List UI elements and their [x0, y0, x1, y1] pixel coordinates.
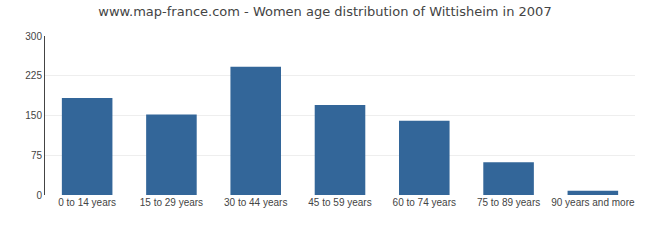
svg-text:90 years and more: 90 years and more [551, 197, 635, 208]
svg-text:75: 75 [31, 150, 43, 161]
svg-text:150: 150 [25, 110, 42, 121]
svg-text:300: 300 [25, 31, 42, 42]
svg-text:225: 225 [25, 70, 42, 81]
svg-text:0: 0 [36, 190, 42, 201]
svg-text:30 to 44 years: 30 to 44 years [224, 197, 287, 208]
svg-text:15 to 29 years: 15 to 29 years [140, 197, 203, 208]
svg-text:60 to 74 years: 60 to 74 years [393, 197, 456, 208]
svg-text:75 to 89 years: 75 to 89 years [477, 197, 540, 208]
svg-text:www.map-france.com - Women age: www.map-france.com - Women age distribut… [98, 4, 551, 19]
svg-text:0 to 14 years: 0 to 14 years [58, 197, 116, 208]
svg-text:45 to 59 years: 45 to 59 years [308, 197, 371, 208]
